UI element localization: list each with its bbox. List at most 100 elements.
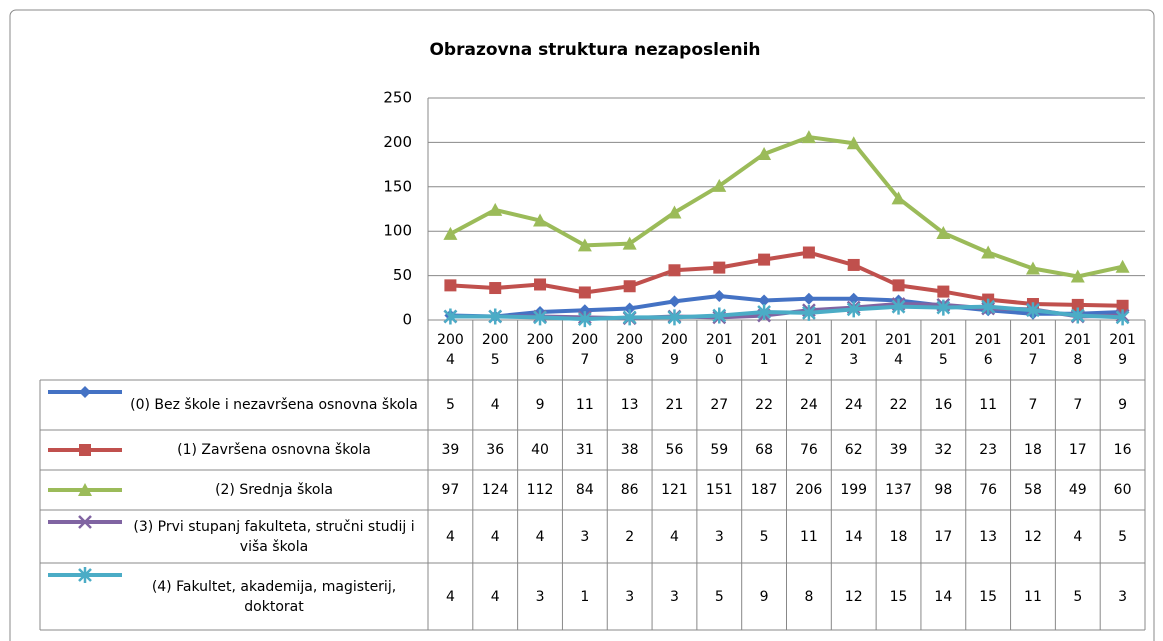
table-value: 9 (759, 588, 769, 605)
table-value: 14 (934, 588, 953, 605)
chart-title: Obrazovna struktura nezaposlenih (429, 40, 760, 60)
series-line (450, 294, 1123, 319)
table-value: 3 (580, 528, 590, 545)
table-value: 13 (979, 528, 998, 545)
marker (668, 264, 681, 277)
x-tick-label: 2009 (661, 332, 688, 368)
marker (1026, 302, 1040, 319)
marker (577, 238, 592, 252)
table-value: 137 (885, 482, 912, 498)
y-tick-label: 0 (402, 311, 412, 329)
marker (578, 286, 591, 299)
table-value: 1 (580, 588, 590, 605)
marker (443, 308, 458, 325)
table-value: 7 (1073, 397, 1083, 413)
marker (577, 311, 592, 328)
x-tick-label: 2011 (750, 332, 778, 368)
table-value: 4 (1073, 528, 1083, 545)
marker (758, 294, 771, 307)
marker (623, 302, 636, 315)
x-tick-label: 2006 (526, 332, 554, 368)
marker (981, 245, 996, 259)
series-line (450, 250, 1123, 308)
table-value: 9 (535, 397, 545, 413)
marker (758, 253, 771, 266)
legend-label: (2) Srednja škola (215, 482, 333, 498)
marker (667, 309, 682, 326)
x-tick-label: 2010 (705, 332, 733, 368)
marker (802, 304, 816, 321)
marker (847, 292, 860, 305)
series-line (450, 304, 1123, 322)
table-value: 4 (445, 588, 455, 605)
x-tick-label: 2015 (929, 332, 957, 368)
table-value: 11 (799, 528, 818, 545)
table-value: 76 (799, 442, 818, 458)
marker (891, 298, 906, 315)
x-tick-label: 2018 (1064, 332, 1092, 368)
marker (1025, 261, 1040, 275)
table-value: 4 (670, 528, 679, 545)
marker (936, 225, 951, 239)
marker (981, 298, 996, 315)
table-value: 58 (1024, 482, 1042, 498)
marker (712, 178, 727, 192)
y-tick-label: 100 (383, 222, 412, 240)
table-value: 11 (575, 397, 594, 413)
table-value: 39 (889, 442, 908, 458)
marker (847, 258, 860, 271)
table-value: 5 (1118, 528, 1128, 545)
table-value: 16 (934, 397, 953, 413)
marker (444, 279, 457, 292)
legend-label: (4) Fakultet, akademija, magisterij, dok… (151, 578, 397, 615)
legend-marker (79, 386, 91, 398)
series-line (449, 135, 1124, 279)
table-value: 40 (531, 442, 549, 458)
marker (892, 279, 905, 292)
table-value: 8 (804, 588, 814, 605)
marker (533, 213, 548, 227)
y-tick-label: 250 (383, 89, 412, 107)
table-value: 76 (979, 482, 998, 498)
marker (1071, 298, 1084, 311)
marker (802, 292, 815, 305)
marker (488, 308, 503, 325)
table-value: 21 (665, 397, 684, 413)
table-value: 15 (889, 588, 908, 605)
table-value: 18 (1024, 442, 1042, 458)
marker (846, 301, 861, 318)
table-value: 206 (795, 482, 823, 498)
table-value: 56 (665, 442, 684, 458)
marker (1115, 309, 1130, 326)
table-value: 98 (934, 482, 953, 498)
marker (443, 226, 458, 240)
table-value: 187 (750, 482, 778, 498)
table-value: 31 (575, 442, 594, 458)
table-value: 11 (1024, 588, 1042, 605)
table-value: 24 (844, 397, 863, 413)
x-tick-label: 2017 (1019, 332, 1047, 368)
marker (488, 202, 503, 216)
table-value: 18 (889, 528, 908, 545)
table-value: 151 (705, 482, 733, 498)
marker (622, 309, 637, 326)
marker (713, 290, 726, 303)
table-value: 3 (1118, 588, 1128, 605)
marker (1070, 307, 1085, 324)
table-value: 12 (1024, 528, 1042, 545)
marker (1115, 259, 1130, 273)
marker (713, 261, 726, 274)
marker (936, 299, 951, 316)
y-tick-label: 200 (383, 133, 412, 151)
table-value: 3 (670, 588, 679, 605)
legend-marker (78, 567, 92, 583)
x-tick-label: 2004 (437, 332, 464, 368)
x-tick-label: 2007 (571, 332, 599, 368)
marker (1116, 299, 1129, 312)
table-value: 39 (441, 442, 460, 458)
table-value: 124 (481, 482, 509, 498)
table-value: 68 (755, 442, 773, 458)
table-value: 62 (844, 442, 863, 458)
